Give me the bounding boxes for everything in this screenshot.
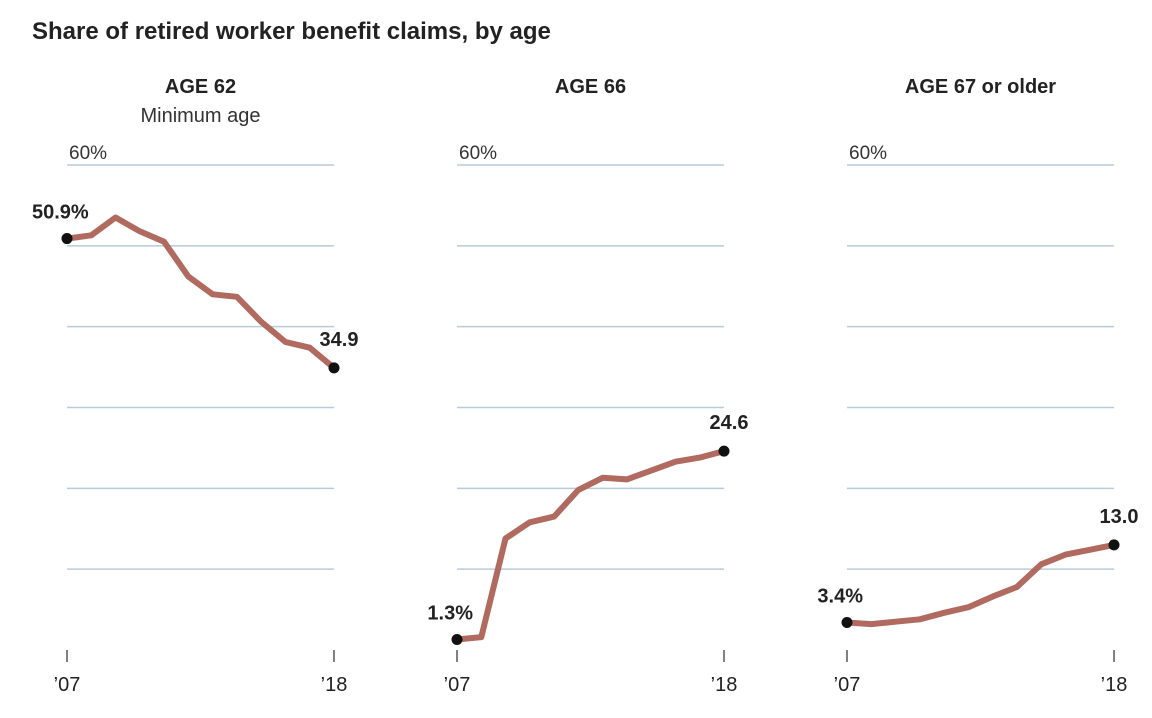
chart-title: Share of retired worker benefit claims, … [32, 18, 551, 45]
age-66-start-point [451, 633, 463, 645]
age-67-or-older-start-point [841, 617, 853, 629]
age-67-or-older-x-tick-label-end: ’18 [1101, 674, 1128, 696]
age-66-start-value-label: 1.3% [427, 602, 473, 624]
age-67-or-older-end-point [1108, 539, 1120, 551]
age-62-panel-subtitle: Minimum age [140, 105, 260, 127]
age-62-series-line [64, 214, 337, 371]
age-62-y-tick-label: 60% [69, 143, 107, 164]
age-62-start-point [61, 233, 73, 245]
age-67-or-older-series-line [844, 541, 1117, 628]
age-66-end-value-label: 24.6 [710, 412, 749, 434]
age-62-x-tick-label-start: ’07 [54, 674, 81, 696]
age-67-or-older-end-value-label: 13.0 [1100, 506, 1139, 528]
age-62-x-tick-label-end: ’18 [321, 674, 348, 696]
age-62-end-value-label: 34.9 [320, 329, 359, 351]
age-66-y-tick-label: 60% [459, 143, 497, 164]
age-66-x-tick-label-start: ’07 [444, 674, 471, 696]
age-62-end-point [328, 362, 340, 374]
age-66-series-line [454, 448, 727, 643]
age-66-x-tick-label-end: ’18 [711, 674, 738, 696]
age-66-panel-title: AGE 66 [555, 76, 626, 98]
age-67-or-older-start-value-label: 3.4% [817, 586, 863, 608]
age-67-or-older-y-tick-label: 60% [849, 143, 887, 164]
age-62-start-value-label: 50.9% [32, 202, 89, 224]
age-67-or-older-x-tick-label-start: ’07 [834, 674, 861, 696]
age-62-panel-title: AGE 62 [165, 76, 236, 98]
age-66-end-point [718, 445, 730, 457]
age-67-or-older-panel-title: AGE 67 or older [905, 76, 1056, 98]
